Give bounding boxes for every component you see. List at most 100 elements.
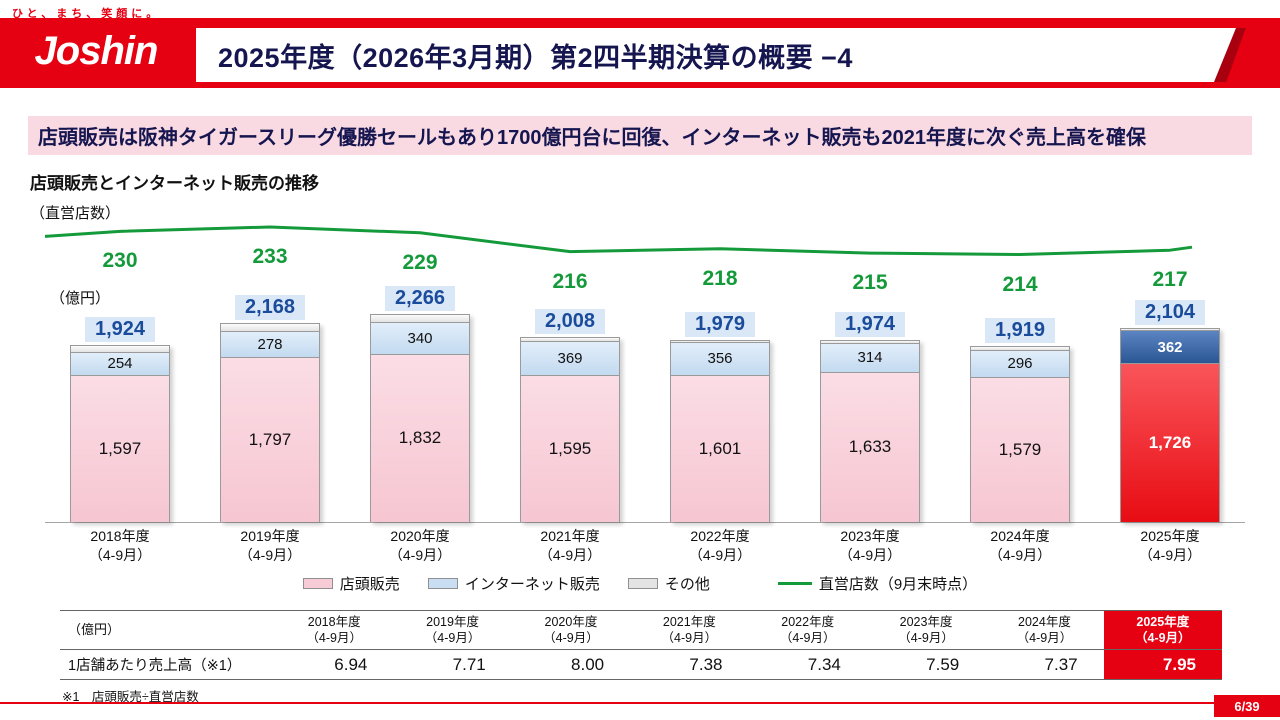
net-segment: 254 — [70, 351, 170, 376]
other-segment — [370, 313, 470, 323]
chart-column: 2,266 340 1,832 — [345, 223, 495, 522]
x-axis-label: 2018年度 （4-9月） — [88, 528, 152, 563]
bar-total-label: 1,979 — [684, 311, 756, 337]
table-header-row: （億円） 2018年度 （4-9月） 2019年度 （4-9月） 2020年度 （4… — [60, 610, 1222, 651]
stacked-bar: 314 1,633 — [820, 340, 920, 522]
per-store-sales-table: （億円） 2018年度 （4-9月） 2019年度 （4-9月） 2020年度 （4… — [60, 609, 1222, 681]
bottom-red-rule — [0, 701, 1280, 704]
logo-brand-box: Joshin — [12, 24, 180, 78]
table-value: 7.38 — [630, 649, 749, 681]
logo-tagline: ひと、まち、笑顔に。 — [12, 8, 162, 20]
chart-column: 1,974 314 1,633 — [795, 223, 945, 522]
net-segment: 296 — [970, 349, 1070, 377]
net-segment: 278 — [220, 331, 320, 357]
blue-bar-icon — [427, 577, 458, 589]
logo-brand-text: Joshin — [34, 28, 159, 73]
chart-column: 2,008 369 1,595 — [495, 223, 645, 522]
other-segment — [670, 339, 770, 342]
x-axis-label: 2019年度 （4-9月） — [238, 528, 302, 563]
table-unit-header: （億円） — [60, 610, 275, 651]
stacked-bar: 356 1,601 — [670, 339, 770, 522]
store-segment: 1,832 — [370, 353, 470, 522]
store-segment: 1,726 — [1120, 363, 1220, 522]
stacked-bar: 369 1,595 — [520, 337, 620, 522]
table-value: 7.59 — [866, 649, 986, 681]
chart-column: 1,924 254 1,597 — [45, 223, 195, 522]
bar-total-label: 2,168 — [234, 294, 306, 320]
table-col-header: 2018年度 （4-9月） — [275, 610, 394, 651]
net-segment: 362 — [1120, 329, 1220, 364]
x-axis-label: 2025年度 （4-9月） — [1138, 528, 1202, 563]
section-title: 店頭販売とインターネット販売の推移 — [30, 174, 319, 193]
x-axis-labels: 2018年度 （4-9月） 2019年度 （4-9月） 2020年度 （4-9月） 2… — [45, 527, 1245, 565]
other-segment — [220, 322, 320, 332]
joshin-logo: ひと、まち、笑顔に。 Joshin — [12, 5, 180, 78]
chart-legend: 店頭販売 インターネット販売 その他 直営店数（9月末時点） — [0, 573, 1280, 594]
chart-column: 2,104 362 1,726 — [1095, 223, 1245, 522]
pink-bar-icon — [302, 577, 333, 589]
legend-item: その他 — [627, 573, 710, 594]
page-number-badge: 6/39 — [1214, 695, 1280, 717]
table-col-header: 2020年度 （4-9月） — [511, 610, 631, 651]
gray-bar-icon — [627, 577, 658, 589]
net-segment: 340 — [370, 322, 470, 354]
sales-stacked-bar-chart: （億円） 1,924 254 1,597 2,168 278 1,797 2,266 340 1… — [45, 223, 1245, 523]
stacked-bar: 278 1,797 — [220, 322, 320, 522]
bar-total-label: 2,104 — [1134, 300, 1206, 326]
bar-total-label: 1,919 — [984, 317, 1056, 343]
title-box: 2025年度（2026年3月期）第2四半期決算の概要 −4 — [196, 28, 1236, 82]
store-segment: 1,601 — [670, 374, 770, 522]
other-segment — [970, 345, 1070, 350]
x-axis-label: 2022年度 （4-9月） — [688, 528, 752, 563]
table-value: 7.37 — [985, 649, 1104, 681]
header: ひと、まち、笑顔に。 Joshin 2025年度（2026年3月期）第2四半期決… — [0, 0, 1280, 90]
bar-total-label: 2,266 — [384, 285, 456, 311]
x-axis-label: 2024年度 （4-9月） — [988, 528, 1052, 563]
other-segment — [520, 337, 620, 342]
table-value-row: 1店舗あたり売上高（※1） 6.94 7.71 8.00 7.38 7.34 7.59 7.… — [60, 649, 1222, 681]
other-segment — [70, 345, 170, 352]
table-row-label: 1店舗あたり売上高（※1） — [60, 649, 275, 681]
table-col-header: 2019年度 （4-9月） — [393, 610, 512, 651]
legend-label: インターネット販売 — [464, 575, 600, 593]
legend-item: インターネット販売 — [427, 573, 600, 594]
table-value: 8.00 — [511, 649, 631, 681]
store-segment: 1,633 — [820, 371, 920, 522]
x-axis-label: 2023年度 （4-9月） — [838, 528, 902, 563]
table-col-header: 2024年度 （4-9月） — [985, 610, 1104, 651]
store-segment: 1,595 — [520, 375, 620, 522]
chart-column: 1,979 356 1,601 — [645, 223, 795, 522]
legend-item: 店頭販売 — [302, 573, 400, 594]
x-axis-label: 2020年度 （4-9月） — [388, 528, 452, 563]
stacked-bar: 296 1,579 — [970, 345, 1070, 522]
bar-total-label: 1,974 — [834, 312, 906, 338]
bar-total-label: 2,008 — [534, 309, 606, 335]
legend-label: 店頭販売 — [339, 575, 400, 593]
store-count-axis-label: （直営店数） — [30, 205, 121, 222]
store-segment: 1,597 — [70, 375, 170, 522]
page-title: 2025年度（2026年3月期）第2四半期決算の概要 −4 — [218, 42, 853, 73]
table-value: 7.71 — [393, 649, 512, 681]
table-col-header: 2023年度 （4-9月） — [866, 610, 986, 651]
bar-total-label: 1,924 — [84, 317, 156, 343]
stacked-bar: 340 1,832 — [370, 313, 470, 522]
table-col-header: 2021年度 （4-9月） — [630, 610, 749, 651]
net-segment: 356 — [670, 341, 770, 375]
chart-columns: 1,924 254 1,597 2,168 278 1,797 2,266 340 1,832 2… — [45, 223, 1245, 522]
net-segment: 314 — [820, 342, 920, 372]
stacked-bar: 254 1,597 — [70, 345, 170, 522]
table-value: 7.34 — [748, 649, 867, 681]
legend-label: 直営店数（9月末時点） — [818, 575, 978, 593]
store-segment: 1,579 — [970, 376, 1070, 522]
chart-column: 2,168 278 1,797 — [195, 223, 345, 522]
store-segment: 1,797 — [220, 356, 320, 522]
stacked-bar: 362 1,726 — [1120, 328, 1220, 522]
legend-label: その他 — [664, 575, 710, 593]
other-segment — [1120, 328, 1220, 330]
footnote: ※1 店頭販売÷直営店数 — [62, 690, 199, 705]
table-col-header: 2022年度 （4-9月） — [748, 610, 867, 651]
other-segment — [820, 340, 920, 343]
green-line-icon — [777, 581, 812, 585]
x-axis-label: 2021年度 （4-9月） — [538, 528, 602, 563]
table-value: 7.95 — [1103, 649, 1222, 681]
